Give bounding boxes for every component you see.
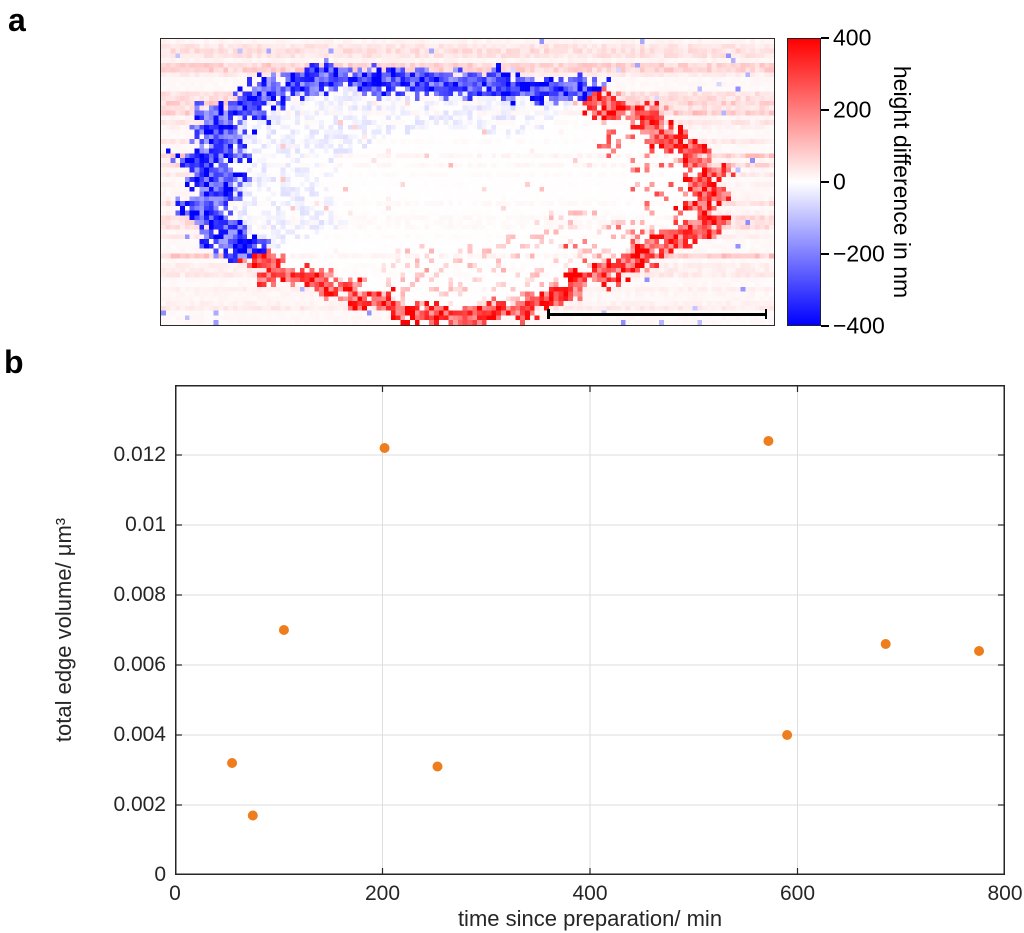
x-tick-label: 0 bbox=[169, 882, 181, 905]
colorbar-tick-label: −200 bbox=[833, 240, 885, 267]
data-point bbox=[880, 639, 891, 649]
y-tick-label: 0.01 bbox=[125, 513, 166, 536]
colorbar-tick bbox=[821, 37, 829, 39]
data-point bbox=[763, 436, 774, 446]
y-tick-label: 0.002 bbox=[113, 793, 166, 816]
data-point bbox=[278, 625, 289, 635]
panel-a-label: a bbox=[8, 2, 26, 38]
colorbar-tick bbox=[821, 253, 829, 255]
y-tick-label: 0.008 bbox=[113, 583, 166, 606]
colorbar-ticks bbox=[821, 37, 829, 327]
data-point bbox=[782, 730, 793, 740]
scale-bar-line bbox=[547, 313, 767, 316]
data-point bbox=[974, 646, 985, 656]
data-point bbox=[227, 758, 238, 768]
colorbar-tick bbox=[821, 181, 829, 183]
x-tick-label: 200 bbox=[364, 882, 401, 905]
x-tick-label: 400 bbox=[572, 882, 608, 905]
y-tick-label: 0 bbox=[154, 863, 166, 886]
scale-bar-right-cap bbox=[764, 309, 767, 319]
y-axis-label: total edge volume/ μm³ bbox=[51, 517, 76, 743]
x-tick-label: 800 bbox=[987, 882, 1023, 905]
scale-bar bbox=[547, 309, 767, 319]
colorbar-tick-label: 200 bbox=[833, 96, 872, 123]
y-tick-label: 0.012 bbox=[113, 443, 166, 466]
x-tick-label: 600 bbox=[779, 882, 816, 905]
colorbar-axis-label: height difference in nm bbox=[889, 65, 915, 299]
height-map-frame bbox=[160, 38, 775, 326]
x-axis-label: time since preparation/ min bbox=[457, 906, 723, 931]
panel-b-label: b bbox=[4, 344, 24, 380]
data-point bbox=[247, 810, 258, 821]
colorbar-tick-label: 0 bbox=[833, 168, 846, 195]
colorbar-tick-label: −400 bbox=[833, 312, 885, 339]
scatter-plot bbox=[175, 385, 1005, 875]
y-tick-labels: 0 0.002 0.004 0.006 0.008 0.01 0.012 bbox=[0, 385, 166, 886]
colorbar-tick bbox=[821, 109, 829, 111]
axes-box bbox=[175, 385, 1005, 875]
x-tick-labels: 0 200 400 600 800 bbox=[169, 882, 1022, 908]
data-point bbox=[432, 761, 443, 772]
heatmap-canvas bbox=[161, 39, 774, 325]
data-point bbox=[379, 443, 390, 453]
colorbar bbox=[787, 38, 821, 326]
y-tick-label: 0.006 bbox=[113, 653, 166, 676]
y-tick-label: 0.004 bbox=[113, 723, 166, 746]
colorbar-tick-label: 400 bbox=[833, 24, 872, 51]
colorbar-tick bbox=[821, 325, 829, 327]
colorbar-ticklabels: 400 200 0 −200 −400 bbox=[833, 25, 903, 339]
